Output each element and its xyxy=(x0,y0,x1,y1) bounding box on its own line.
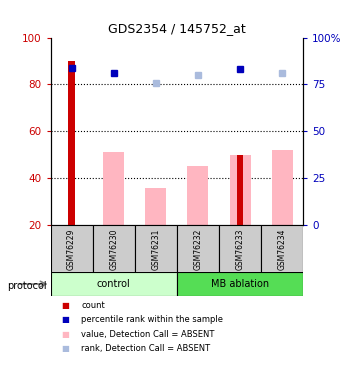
Text: percentile rank within the sample: percentile rank within the sample xyxy=(81,315,223,324)
Text: GSM76229: GSM76229 xyxy=(67,229,76,270)
Bar xyxy=(103,152,124,225)
Text: value, Detection Call = ABSENT: value, Detection Call = ABSENT xyxy=(81,330,214,339)
Text: rank, Detection Call = ABSENT: rank, Detection Call = ABSENT xyxy=(81,344,210,353)
Text: MB ablation: MB ablation xyxy=(211,279,269,289)
Bar xyxy=(177,272,303,296)
Bar xyxy=(51,225,93,274)
Text: ■: ■ xyxy=(61,344,69,353)
Bar xyxy=(261,225,303,274)
Text: ■: ■ xyxy=(61,315,69,324)
Bar xyxy=(93,225,135,274)
Text: count: count xyxy=(81,301,105,310)
Bar xyxy=(230,154,251,225)
Title: GDS2354 / 145752_at: GDS2354 / 145752_at xyxy=(108,22,246,35)
Text: GSM76230: GSM76230 xyxy=(109,229,118,270)
Text: GSM76233: GSM76233 xyxy=(236,229,244,270)
Text: GSM76231: GSM76231 xyxy=(151,229,160,270)
Bar xyxy=(219,225,261,274)
Text: GSM76232: GSM76232 xyxy=(193,229,203,270)
Text: ■: ■ xyxy=(61,330,69,339)
Bar xyxy=(51,272,177,296)
Text: GSM76234: GSM76234 xyxy=(278,229,287,270)
Bar xyxy=(69,61,75,225)
Bar xyxy=(135,225,177,274)
Bar xyxy=(145,188,166,225)
Text: ■: ■ xyxy=(61,301,69,310)
Bar xyxy=(187,166,208,225)
Text: protocol: protocol xyxy=(7,281,47,291)
Bar xyxy=(177,225,219,274)
Bar xyxy=(271,150,293,225)
Text: control: control xyxy=(97,279,131,289)
Bar xyxy=(237,154,243,225)
